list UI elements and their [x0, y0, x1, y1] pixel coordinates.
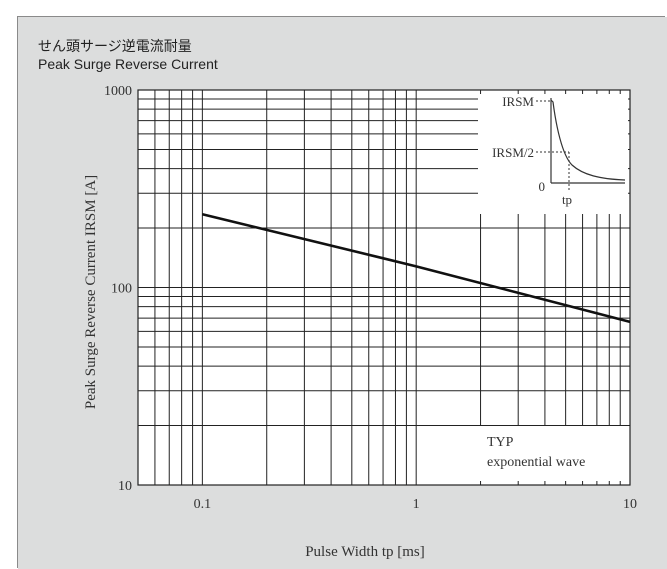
inset-label-irsm-half: IRSM/2 [492, 145, 534, 160]
x-tick-label: 1 [413, 497, 420, 512]
inset-background [478, 94, 628, 214]
y-tick-label: 10 [118, 479, 132, 494]
chart-title-japanese: せん頭サージ逆電流耐量 [38, 39, 192, 55]
inset-decay-curve [550, 99, 626, 181]
series-group [202, 212, 631, 324]
x-tick-labels: 0.1 1 10 [194, 497, 637, 512]
inset-waveform: IRSM IRSM/2 0 tp [478, 94, 628, 214]
y-tick-labels: 10 100 1000 [104, 84, 132, 494]
annotation-exponential-wave: exponential wave [487, 455, 585, 470]
series-line [202, 212, 631, 324]
annotation-typ: TYP [487, 435, 514, 450]
x-tick-label: 0.1 [194, 497, 212, 512]
plot-border [137, 89, 631, 486]
y-axis-label: Peak Surge Reverse Current IRSM [A] [83, 175, 99, 409]
inset-label-irsm: IRSM [502, 94, 534, 109]
chart-frame-border [17, 16, 665, 568]
chart-title-english: Peak Surge Reverse Current [38, 56, 218, 72]
y-tick-label: 1000 [104, 84, 132, 99]
inset-label-zero: 0 [539, 179, 546, 194]
y-tick-label: 100 [111, 282, 132, 297]
x-axis-label: Pulse Width tp [ms] [305, 544, 425, 560]
annotation-box [468, 426, 628, 481]
x-tick-label: 10 [623, 497, 637, 512]
inset-label-tp: tp [562, 192, 572, 207]
